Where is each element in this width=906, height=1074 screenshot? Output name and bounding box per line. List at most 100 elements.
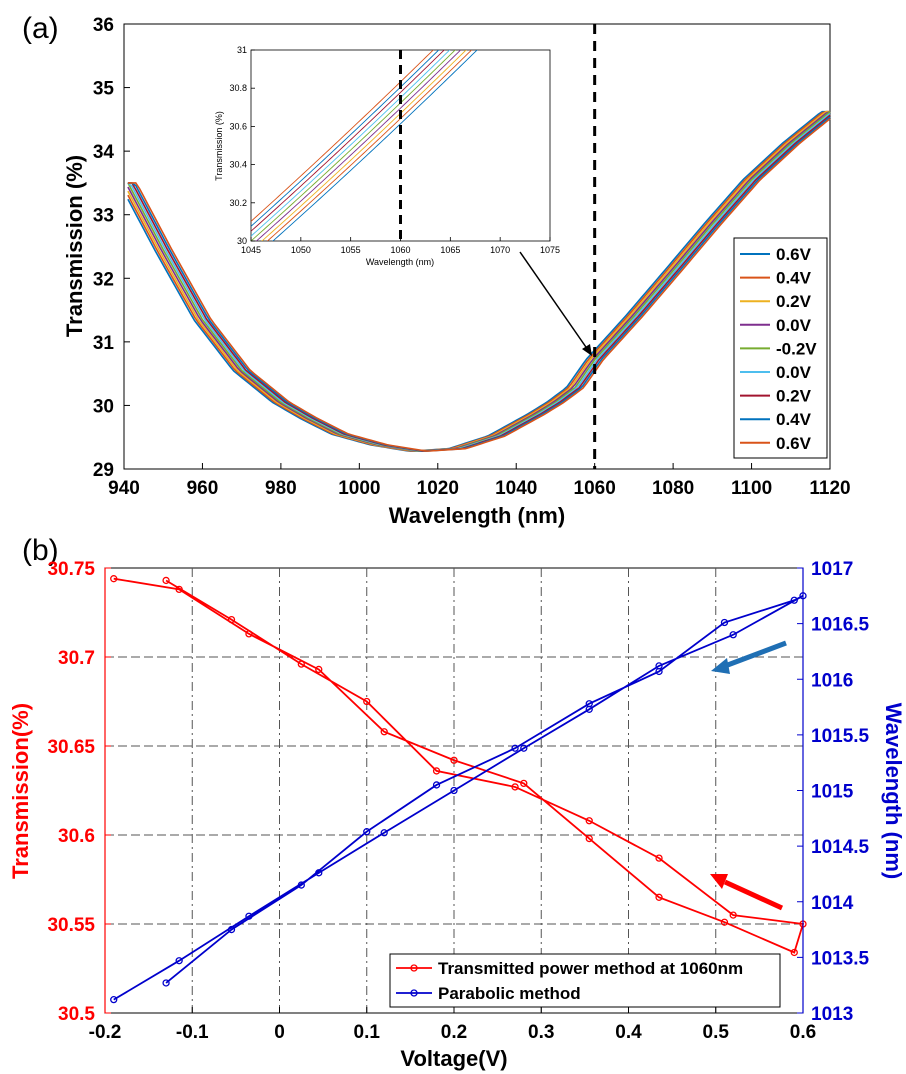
chart-b-data-point <box>450 756 458 764</box>
chart-a-legend-label: 0.4V <box>776 269 812 288</box>
chart-a-x-tick-label: 1100 <box>731 478 772 499</box>
inset-x-axis-label: Wavelength (nm) <box>366 257 434 267</box>
chart-a-legend-label: -0.2V <box>776 339 817 358</box>
chart-a-legend-label: 0.2V <box>776 292 812 311</box>
chart-a-x-tick-label: 1120 <box>809 478 850 499</box>
chart-b-data-point <box>110 996 118 1004</box>
chart-a-x-tick-label: 960 <box>187 478 219 499</box>
chart-b-data-point <box>585 700 593 708</box>
chart-b-right-y-tick-label: 1013.5 <box>811 948 870 969</box>
chart-b-data-point <box>175 957 183 965</box>
chart-b-right-y-tick-label: 1013 <box>811 1004 853 1025</box>
chart-a-y-tick-label: 35 <box>93 79 115 100</box>
chart-b-data-point <box>175 585 183 594</box>
inset-series-line <box>251 50 456 241</box>
voltage-response-chart: -0.2 -0.1 0 0.1 0.2 0.3 0.4 0.5 0.6 30.530.5530.… <box>8 559 906 1071</box>
chart-b-data-point <box>227 925 236 934</box>
chart-b-x-tick-label: 0.5 <box>703 1022 730 1043</box>
chart-b-data-point <box>297 881 305 889</box>
chart-b-data-point <box>315 869 323 877</box>
chart-b-data-point <box>450 786 458 795</box>
chart-b-data-point <box>655 893 663 901</box>
chart-a-legend-label: 0.0V <box>776 316 812 335</box>
chart-b-x-tick-label: 0.3 <box>528 1022 554 1043</box>
chart-b-right-y-tick-label: 1015.5 <box>811 726 870 747</box>
chart-a-series-line <box>127 118 831 452</box>
inset-x-tick-label: 1045 <box>241 245 261 255</box>
chart-a-x-axis-label: Wavelength (nm) <box>389 503 565 528</box>
chart-b-data-point <box>520 744 528 752</box>
blue-direction-arrow <box>724 640 787 669</box>
chart-a-legend-label: 0.0V <box>776 363 812 382</box>
chart-b-data-point <box>227 615 236 624</box>
chart-b-x-tick-label: -0.2 <box>89 1022 122 1043</box>
chart-b-data-point <box>720 918 729 926</box>
chart-b-data-point <box>245 630 253 638</box>
chart-b-series-line <box>113 577 805 954</box>
chart-b-right-y-axis-label: Wavelength (nm) <box>881 703 906 879</box>
chart-a-y-tick-label: 29 <box>93 460 114 481</box>
chart-a-x-tick-label: 940 <box>108 478 140 499</box>
chart-b-data-point <box>245 912 253 920</box>
chart-a-x-ticks: 940 960 980 1000 1020 1040 1060 1080 1100 1120 <box>108 463 851 499</box>
chart-b-data-point <box>585 834 593 843</box>
chart-a-legend: 0.6V 0.4V 0.2V 0.0V -0.2V 0.0V 0.2V 0.4V 0.6V <box>733 237 828 459</box>
chart-b-data-point <box>315 665 323 674</box>
chart-b-left-y-axis-label: Transmission(%) <box>8 703 33 879</box>
chart-a-x-tick-label: 1080 <box>652 478 694 499</box>
chart-a-x-tick-label: 1040 <box>495 478 537 499</box>
chart-b-x-tick-label: 0.4 <box>615 1022 642 1043</box>
chart-a-x-tick-label: 1000 <box>338 478 380 499</box>
inset-x-tick-label: 1070 <box>490 245 510 255</box>
inset-series-line <box>251 50 445 232</box>
chart-b-left-y-tick-label: 30.75 <box>47 559 95 580</box>
inset-series-lines <box>251 50 478 241</box>
chart-b-data-point <box>655 854 663 862</box>
chart-a-x-tick-label: 1060 <box>574 478 616 499</box>
chart-b-data-point <box>655 667 663 676</box>
inset-x-tick-label: 1065 <box>440 245 460 255</box>
chart-a-x-tick-label: 1020 <box>417 478 459 499</box>
chart-b-left-y-tick-label: 30.65 <box>47 737 95 758</box>
chart-b-data-point <box>511 744 519 752</box>
chart-a-inset: 1045 1050 1055 1060 1065 1070 1075 3030.230.43… <box>214 45 560 267</box>
transmission-spectrum-chart: 940 960 980 1000 1020 1040 1060 1080 1100 1120 29… <box>62 15 851 528</box>
inset-x-tick-label: 1055 <box>341 245 361 255</box>
inset-x-ticks: 1045 1050 1055 1060 1065 1070 1075 <box>241 237 560 255</box>
chart-b-x-tick-label: 0.2 <box>441 1022 467 1043</box>
chart-a-y-tick-label: 31 <box>93 333 115 354</box>
inset-y-axis-label: Transmission (%) <box>214 111 224 181</box>
chart-b-legend-marker <box>410 964 418 972</box>
chart-b-data-point <box>162 979 170 987</box>
inset-series-line <box>251 50 434 222</box>
chart-a-series-lines <box>127 110 831 453</box>
chart-b-data-point <box>720 618 729 627</box>
red-direction-arrow <box>723 879 784 911</box>
chart-b-data-point <box>511 783 519 791</box>
chart-b-right-y-tick-label: 1014.5 <box>811 837 870 858</box>
chart-a-y-ticks: 29 30 31 32 33 34 35 36 <box>93 15 130 481</box>
chart-b-data-point <box>585 817 593 825</box>
inset-x-tick-label: 1060 <box>390 245 410 255</box>
blue-direction-arrowhead <box>711 658 730 674</box>
chart-b-x-tick-label: 0.1 <box>354 1022 381 1043</box>
chart-b-legend-box <box>389 953 781 1008</box>
chart-a-legend-label: 0.4V <box>776 410 812 429</box>
panel-b-label: (b) <box>22 534 59 567</box>
chart-b-x-ticks: -0.2 -0.1 0 0.1 0.2 0.3 0.4 0.5 0.6 <box>89 1007 816 1043</box>
inset-series-line <box>251 50 440 227</box>
chart-a-legend-label: 0.6V <box>776 245 812 264</box>
inset-series-line <box>266 50 473 241</box>
chart-b-legend-label: Transmitted power method at 1060nm <box>438 959 743 978</box>
chart-b-data-point <box>432 781 441 789</box>
chart-b-data-point <box>380 829 388 837</box>
chart-b-data-point <box>363 697 371 706</box>
chart-b-data-point <box>520 779 528 788</box>
chart-b-left-y-ticks: 30.5 30.55 30.6 30.65 30.7 30.75 <box>47 559 111 1025</box>
chart-b-left-y-tick-label: 30.7 <box>58 648 95 669</box>
inset-series-line <box>251 50 451 237</box>
chart-a-y-axis-label: Transmission (%) <box>62 155 87 337</box>
chart-b-legend-label: Parabolic method <box>438 984 581 1003</box>
chart-a-y-tick-label: 32 <box>93 269 114 290</box>
chart-b-right-y-ticks: 1013 1013.5 1014 1014.5 1015 1015.5 1016 1016.5… <box>797 559 870 1025</box>
